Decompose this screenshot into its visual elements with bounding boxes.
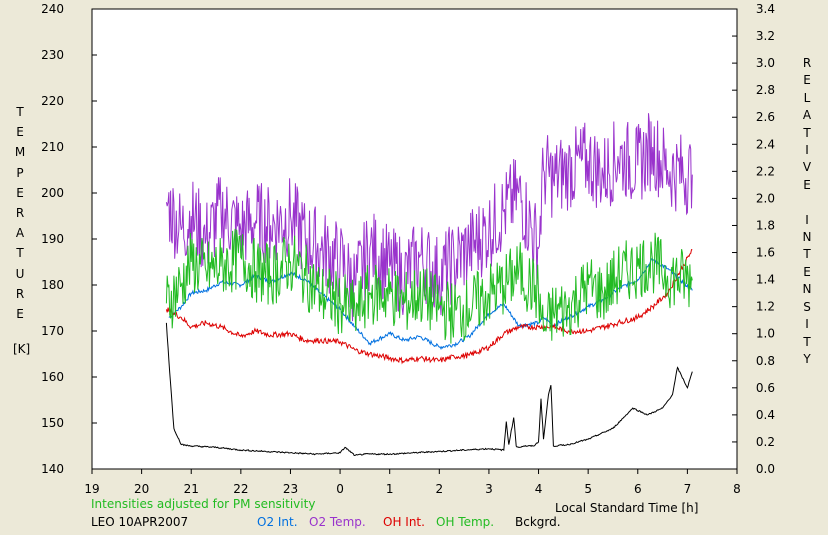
x-tick-label: 3 [485,482,493,496]
series-line-oh-int [165,248,693,365]
x-tick-label: 5 [584,482,592,496]
left-tick-label: 200 [41,186,64,200]
x-tick-label: 1 [386,482,394,496]
right-tick-label: 0.0 [756,462,775,476]
left-tick-label: 170 [41,324,64,338]
right-tick-label: 1.2 [756,300,775,314]
right-tick-label: 0.2 [756,435,775,449]
right-tick-label: 0.4 [756,408,775,422]
left-tick-label: 230 [41,48,64,62]
right-tick-label: 1.4 [756,273,775,287]
left-axis-letter: R [15,286,25,301]
series-line-oh-temp [165,228,693,344]
series-line-o2-temp [165,113,693,322]
left-axis-letter: U [15,266,25,281]
legend-o2-int: O2 Int. [257,515,298,529]
right-axis-letter: A [802,108,812,123]
right-tick-label: 3.0 [756,56,775,70]
left-axis-letter: P [16,165,24,180]
left-tick-label: 240 [41,2,64,16]
left-tick-label: 160 [41,370,64,384]
left-axis-letter: E [16,125,24,140]
right-tick-label: 1.0 [756,327,775,341]
right-axis-letter: I [805,317,809,332]
right-tick-label: 2.4 [756,137,775,151]
legend-oh-int: OH Int. [383,515,425,529]
right-tick-label: 3.2 [756,29,775,43]
left-axis-unit: [K] [13,342,31,357]
x-tick-label: 19 [84,482,99,496]
right-tick-label: 0.6 [756,381,775,395]
right-tick-label: 3.4 [756,2,775,16]
right-axis-letter: E [803,264,811,279]
left-axis-letter: R [15,206,25,221]
x-tick-label: 23 [283,482,298,496]
legend-bckgrd: Bckgrd. [515,515,561,529]
right-tick-label: 0.8 [756,354,775,368]
left-tick-label: 180 [41,278,64,292]
left-axis-letter: E [16,185,24,200]
pm-sensitivity-note: Intensities adjusted for PM sensitivity [91,497,316,511]
series-line-bckgrd [165,322,693,457]
right-axis-letter: T [803,125,811,140]
left-tick-label: 150 [41,416,64,430]
right-axis-letter: V [802,160,812,175]
right-tick-label: 2.8 [756,83,775,97]
left-tick-label: 190 [41,232,64,246]
right-tick-label: 1.8 [756,218,775,232]
left-axis-letter: E [16,307,24,322]
left-tick-label: 220 [41,94,64,108]
x-axis-title: Local Standard Time [h] [555,501,699,515]
legend-o2-temp: O2 Temp. [309,515,366,529]
right-tick-label: 1.6 [756,246,775,260]
right-axis-letter: N [802,230,812,245]
left-axis-letter: T [16,246,24,261]
right-axis-letter: N [802,282,812,297]
plot-area [91,8,738,470]
left-axis-letter: T [16,105,24,119]
legend-oh-temp: OH Temp. [436,515,495,529]
right-axis-letter: E [803,177,811,192]
right-axis-letter: S [803,299,811,314]
left-axis-letter: M [14,145,26,160]
x-tick-label: 7 [684,482,692,496]
right-tick-label: 2.2 [756,164,775,178]
right-axis-letter: L [803,90,811,105]
right-axis-letter: T [803,247,811,262]
right-tick-label: 2.6 [756,110,775,124]
x-tick-label: 0 [336,482,344,496]
left-tick-label: 140 [41,462,64,476]
right-axis-letter: E [803,73,811,88]
left-axis-letter: A [15,226,25,241]
x-tick-label: 22 [233,482,248,496]
right-axis-letter: I [805,212,809,227]
right-axis-letter: I [805,143,809,158]
x-tick-label: 2 [435,482,443,496]
x-tick-label: 8 [733,482,741,496]
right-tick-label: 2.0 [756,191,775,205]
left-tick-label: 210 [41,140,64,154]
right-axis-letter: R [802,56,812,70]
x-tick-label: 6 [634,482,642,496]
x-tick-label: 4 [535,482,543,496]
right-axis-letter: T [803,334,811,349]
station-date-label: LEO 10APR2007 [91,515,189,529]
x-tick-label: 20 [134,482,149,496]
right-axis-letter: Y [803,351,811,366]
right-axis-letter [800,194,814,211]
x-tick-label: 21 [184,482,199,496]
